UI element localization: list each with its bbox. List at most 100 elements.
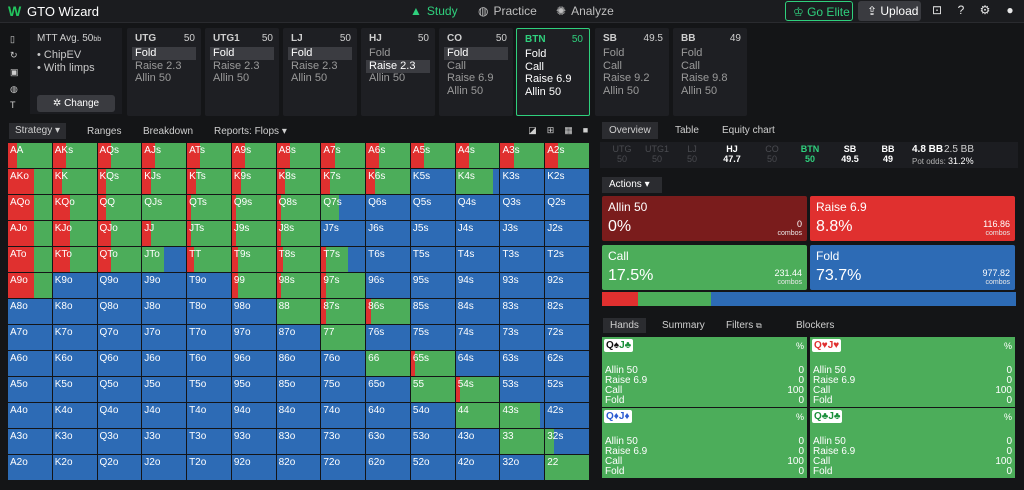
hand-cell[interactable]: AJo xyxy=(8,221,53,247)
hand-cell[interactable]: 74o xyxy=(321,403,367,429)
tab-blockers[interactable]: Blockers xyxy=(796,320,835,331)
position-action[interactable]: Raise 2.3 xyxy=(135,59,182,72)
tab-filters[interactable]: Filters ⧉ xyxy=(726,320,762,331)
hand-cell[interactable]: J4s xyxy=(455,221,501,247)
hand-cell[interactable]: 52s xyxy=(545,377,590,403)
action-box-allin-50[interactable]: Allin 50 0% 0 combos xyxy=(602,196,807,241)
hand-cell[interactable]: 94s xyxy=(455,273,501,299)
save-icon[interactable]: ▣ xyxy=(10,67,19,77)
hand-cell[interactable]: AKs xyxy=(52,143,98,169)
position-action[interactable]: Allin 50 xyxy=(369,72,406,84)
hand-cell[interactable]: 84o xyxy=(276,403,322,429)
hand-cell[interactable]: K7o xyxy=(52,325,98,351)
hand-cell[interactable]: 73s xyxy=(500,325,546,351)
hand-cell[interactable]: J6s xyxy=(366,221,411,247)
hand-cell[interactable]: 83o xyxy=(276,429,322,455)
seat-utg[interactable]: UTG 50 xyxy=(610,144,634,164)
hand-cell[interactable]: 96s xyxy=(366,273,411,299)
hand-cell[interactable]: T9s xyxy=(231,247,277,273)
hand-cell[interactable]: 63o xyxy=(366,429,411,455)
hand-cell[interactable]: 64s xyxy=(455,351,501,377)
hand-cell[interactable]: 33 xyxy=(500,429,546,455)
hand-cell[interactable]: 87o xyxy=(276,325,322,351)
hand-cell[interactable]: 85o xyxy=(276,377,322,403)
hand-cell[interactable]: K9s xyxy=(231,169,277,195)
hand-cell[interactable]: A5s xyxy=(410,143,456,169)
hand-cell[interactable]: Q6s xyxy=(366,195,411,221)
position-action[interactable]: Call xyxy=(681,59,700,72)
position-action[interactable]: Fold xyxy=(681,47,703,59)
hand-cell[interactable]: 97o xyxy=(231,325,277,351)
position-action[interactable]: Raise 6.9 xyxy=(525,73,572,85)
hand-cell[interactable]: K8s xyxy=(276,169,322,195)
hand-cell[interactable]: T6o xyxy=(187,351,232,377)
hand-cell[interactable]: A7s xyxy=(321,143,367,169)
action-box-fold[interactable]: Fold 73.7% 977.82 combos xyxy=(810,245,1015,290)
hand-cell[interactable]: T3o xyxy=(187,429,232,455)
grid-dense-icon[interactable]: ▦ xyxy=(564,125,573,135)
hand-cell[interactable]: 97s xyxy=(321,273,367,299)
hand-cell[interactable]: KJo xyxy=(52,221,98,247)
hand-cell[interactable]: T5s xyxy=(410,247,456,273)
hand-cell[interactable]: J8o xyxy=(142,299,188,325)
hand-cell[interactable]: A8o xyxy=(8,299,53,325)
hand-card[interactable]: Q♣J♣% Allin 50 0 Raise 6.9 0 Call 100 Fold 0 xyxy=(810,408,1015,478)
position-action[interactable]: Fold xyxy=(288,47,352,60)
hand-cell[interactable]: J8s xyxy=(276,221,322,247)
hand-cell[interactable]: T3s xyxy=(500,247,546,273)
hand-cell[interactable]: Q9o xyxy=(97,273,143,299)
hand-cell[interactable]: 98s xyxy=(276,273,322,299)
seat-co[interactable]: CO 50 xyxy=(760,144,784,164)
position-action[interactable]: Allin 50 xyxy=(603,84,640,97)
hand-cell[interactable]: J7s xyxy=(321,221,367,247)
hand-cell[interactable]: 32o xyxy=(500,455,546,481)
hand-cell[interactable]: T7s xyxy=(321,247,367,273)
hand-cell[interactable]: KTs xyxy=(187,169,232,195)
tab-strategy[interactable]: Strategy ▾ xyxy=(9,123,67,139)
grid-small-icon[interactable]: ⊞ xyxy=(546,125,555,135)
hand-cell[interactable]: A4o xyxy=(8,403,53,429)
hand-cell[interactable]: Q8o xyxy=(97,299,143,325)
scan-icon[interactable]: ⊡ xyxy=(931,3,943,17)
hand-cell[interactable]: J5o xyxy=(142,377,188,403)
hand-cell[interactable]: K3o xyxy=(52,429,98,455)
hand-cell[interactable]: J2o xyxy=(142,455,188,481)
hand-cell[interactable]: 93s xyxy=(500,273,546,299)
hand-cell[interactable]: 88 xyxy=(276,299,322,325)
hand-cell[interactable]: Q2o xyxy=(97,455,143,481)
hand-cell[interactable]: 52o xyxy=(410,455,456,481)
hand-cell[interactable]: 54s xyxy=(455,377,501,403)
hand-cell[interactable]: ATo xyxy=(8,247,53,273)
hand-cell[interactable]: 72s xyxy=(545,325,590,351)
hand-cell[interactable]: TT xyxy=(187,247,232,273)
seat-lj[interactable]: LJ 50 xyxy=(680,144,704,164)
hand-cell[interactable]: Q6o xyxy=(97,351,143,377)
hand-cell[interactable]: J2s xyxy=(545,221,590,247)
hand-cell[interactable]: QTs xyxy=(187,195,232,221)
hand-cell[interactable]: J7o xyxy=(142,325,188,351)
action-box-call[interactable]: Call 17.5% 231.44 combos xyxy=(602,245,807,290)
position-bb[interactable]: BB 49 Fold Call Raise 9.8 Allin 50 xyxy=(673,28,747,116)
hand-cell[interactable]: QQ xyxy=(97,195,143,221)
position-action[interactable]: Raise 2.3 xyxy=(366,59,430,73)
hand-cell[interactable]: 82o xyxy=(276,455,322,481)
hand-cell[interactable]: T4o xyxy=(187,403,232,429)
hand-cell[interactable]: 87s xyxy=(321,299,367,325)
hand-cell[interactable]: KQo xyxy=(52,195,98,221)
hand-cell[interactable]: A6s xyxy=(366,143,411,169)
hand-cell[interactable]: 95s xyxy=(410,273,456,299)
hand-cell[interactable]: Q5s xyxy=(410,195,456,221)
hand-cell[interactable]: 42o xyxy=(455,455,501,481)
hand-cell[interactable]: Q8s xyxy=(276,195,322,221)
tab-ranges[interactable]: Ranges xyxy=(87,126,122,137)
hand-cell[interactable]: 42s xyxy=(545,403,590,429)
seat-btn[interactable]: BTN 50 xyxy=(798,144,822,164)
position-co[interactable]: CO 50 Fold Call Raise 6.9 Allin 50 xyxy=(439,28,513,116)
hand-cell[interactable]: J4o xyxy=(142,403,188,429)
hand-cell[interactable]: A9s xyxy=(231,143,277,169)
hand-cell[interactable]: T8s xyxy=(276,247,322,273)
hand-cell[interactable]: 86s xyxy=(366,299,411,325)
hand-cell[interactable]: 62s xyxy=(545,351,590,377)
hand-cell[interactable]: K6o xyxy=(52,351,98,377)
hand-cell[interactable]: T4s xyxy=(455,247,501,273)
